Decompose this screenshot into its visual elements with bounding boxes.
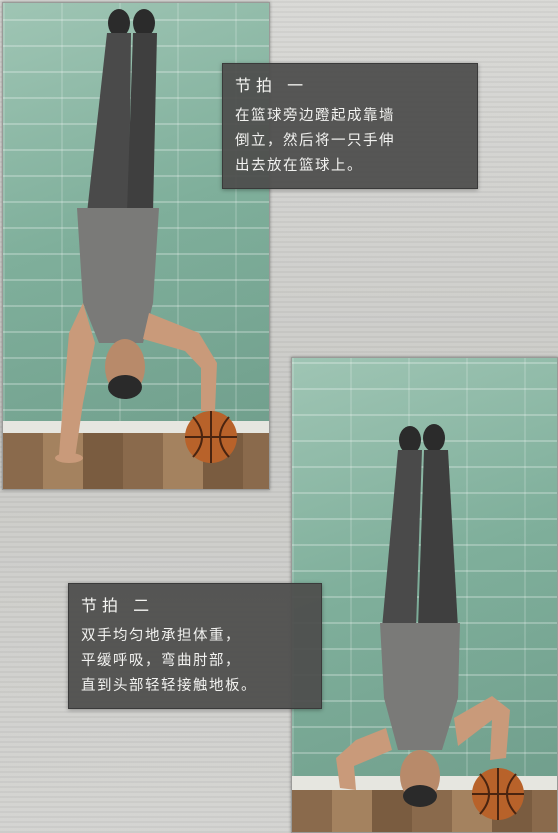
step-two-line-1: 双手均匀地承担体重， (81, 628, 241, 644)
background-texture (290, 200, 550, 350)
handstand-figure (3, 3, 269, 489)
caption-step-one: 节拍 一 在篮球旁边蹬起成靠墙 倒立，然后将一只手伸 出去放在篮球上。 (222, 63, 478, 189)
step-one-line-3: 出去放在篮球上。 (235, 158, 363, 174)
caption-step-two: 节拍 二 双手均匀地承担体重， 平缓呼吸，弯曲肘部， 直到头部轻轻接触地板。 (68, 583, 322, 709)
step-one-line-1: 在篮球旁边蹬起成靠墙 (235, 108, 395, 124)
step-two-line-3: 直到头部轻轻接触地板。 (81, 678, 257, 694)
handstand-figure (292, 358, 557, 832)
step-one-title: 节拍 一 (235, 76, 309, 95)
photo-step-two (291, 357, 558, 833)
step-two-line-2: 平缓呼吸，弯曲肘部， (81, 653, 241, 669)
step-two-title: 节拍 二 (81, 596, 155, 615)
step-one-line-2: 倒立，然后将一只手伸 (235, 133, 395, 149)
